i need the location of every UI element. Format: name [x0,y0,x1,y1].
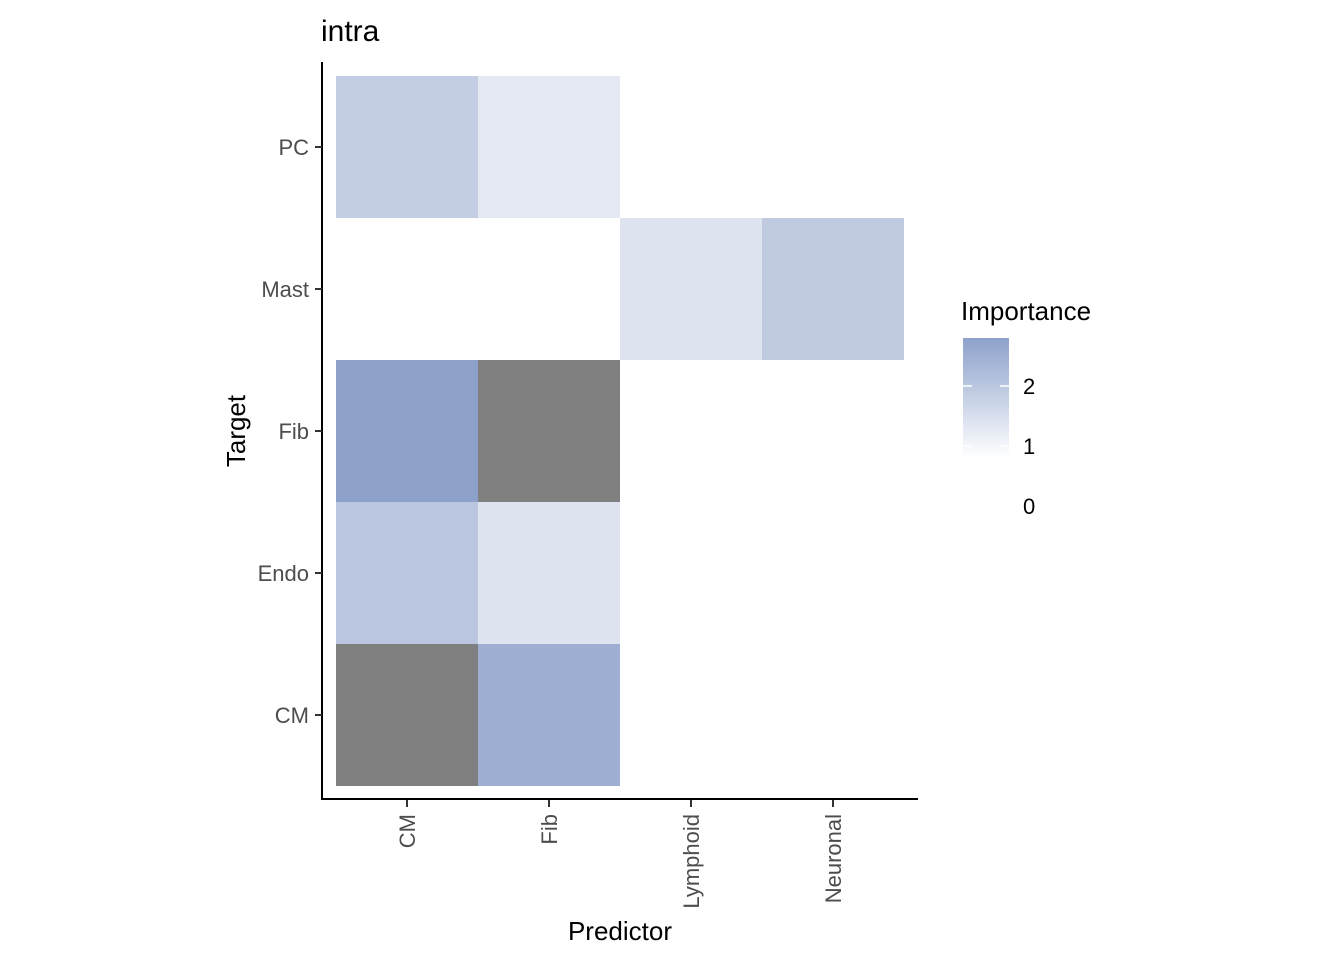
y-tick-label: Mast [261,277,309,302]
x-tick-label: CM [395,814,420,848]
y-axis-label: Target [221,394,251,467]
heatmap-cells [336,76,904,786]
legend-ticks: 2 1 0 [963,374,1035,519]
y-tick-label: Fib [278,419,309,444]
x-axis-ticks: CM Fib Lymphoid Neuronal [395,800,846,909]
heatmap-cell [762,218,904,360]
legend-colorbar [963,338,1009,458]
heatmap-cell [478,360,620,502]
legend: Importance 2 1 0 [961,296,1091,519]
y-axis-ticks: CM Endo Fib Mast PC [258,135,322,728]
heatmap-cell [478,502,620,644]
legend-tick-label: 2 [1023,374,1035,399]
y-tick-label: CM [275,703,309,728]
y-tick-label: PC [278,135,309,160]
x-tick-label: Lymphoid [679,814,704,909]
legend-tick-label: 1 [1023,434,1035,459]
x-tick-label: Neuronal [821,814,846,903]
legend-tick-label: 0 [1023,494,1035,519]
x-tick-label: Fib [537,814,562,845]
heatmap-cell [478,644,620,786]
legend-title: Importance [961,296,1091,326]
chart-title: intra [321,15,380,48]
heatmap-cell [336,76,478,218]
x-axis-label: Predictor [568,916,672,946]
heatmap-cell [336,360,478,502]
heatmap-cell [336,644,478,786]
heatmap-cell [620,218,762,360]
heatmap-cell [336,502,478,644]
heatmap-cell [478,76,620,218]
y-tick-label: Endo [258,561,309,586]
